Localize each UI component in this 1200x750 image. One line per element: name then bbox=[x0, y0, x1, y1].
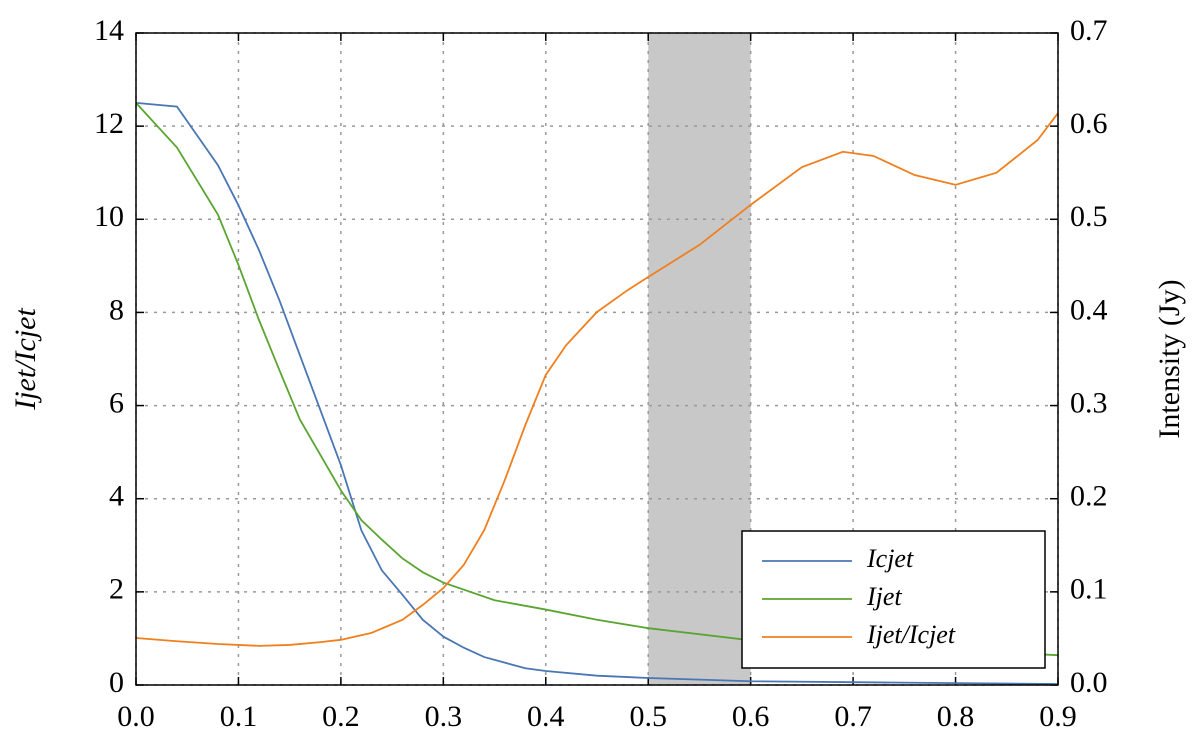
y2-tick-label: 0.1 bbox=[1070, 573, 1108, 606]
x-tick-label: 0.2 bbox=[322, 700, 360, 733]
line-series bbox=[135, 101, 1059, 685]
shaded-span bbox=[648, 33, 751, 685]
legend-label: Icjet bbox=[866, 544, 914, 573]
y-axis-label: Ijet/Icjet bbox=[9, 308, 42, 411]
y-tick-label: 8 bbox=[109, 293, 124, 326]
x-tick-label: 0.8 bbox=[937, 700, 975, 733]
y-tick-label: 0 bbox=[109, 666, 124, 699]
legend-label: Ijet/Icjet bbox=[866, 620, 956, 649]
x-tick-label: 0.3 bbox=[425, 700, 463, 733]
y2-tick-label: 0.3 bbox=[1070, 386, 1108, 419]
y-tick-label: 6 bbox=[109, 386, 124, 419]
line-series bbox=[135, 112, 1059, 647]
y2-tick-label: 0.7 bbox=[1070, 14, 1108, 47]
y2-tick-label: 0.4 bbox=[1070, 293, 1108, 326]
x-tick-label: 0.7 bbox=[834, 700, 872, 733]
y2-tick-label: 0.6 bbox=[1070, 107, 1108, 140]
y-tick-label: 14 bbox=[94, 14, 124, 47]
y-tick-label: 12 bbox=[94, 107, 124, 140]
y-tick-label: 10 bbox=[94, 200, 124, 233]
y2-tick-label: 0.2 bbox=[1070, 480, 1108, 513]
y-tick-label: 2 bbox=[109, 573, 124, 606]
plot-frame bbox=[135, 32, 1059, 686]
y2-tick-label: 0.5 bbox=[1070, 200, 1108, 233]
legend-label: Ijet bbox=[866, 582, 902, 611]
line-series bbox=[135, 102, 1059, 657]
x-tick-label: 0.0 bbox=[117, 700, 155, 733]
x-tick-label: 0.5 bbox=[629, 700, 667, 733]
x-tick-label: 0.9 bbox=[1039, 700, 1077, 733]
y2-axis-label: Intensity (Jy) bbox=[1153, 279, 1186, 438]
y2-tick-label: 0.0 bbox=[1070, 666, 1108, 699]
x-tick-label: 0.4 bbox=[527, 700, 565, 733]
y-tick-label: 4 bbox=[109, 480, 124, 513]
x-tick-label: 0.6 bbox=[732, 700, 770, 733]
x-tick-label: 0.1 bbox=[220, 700, 258, 733]
